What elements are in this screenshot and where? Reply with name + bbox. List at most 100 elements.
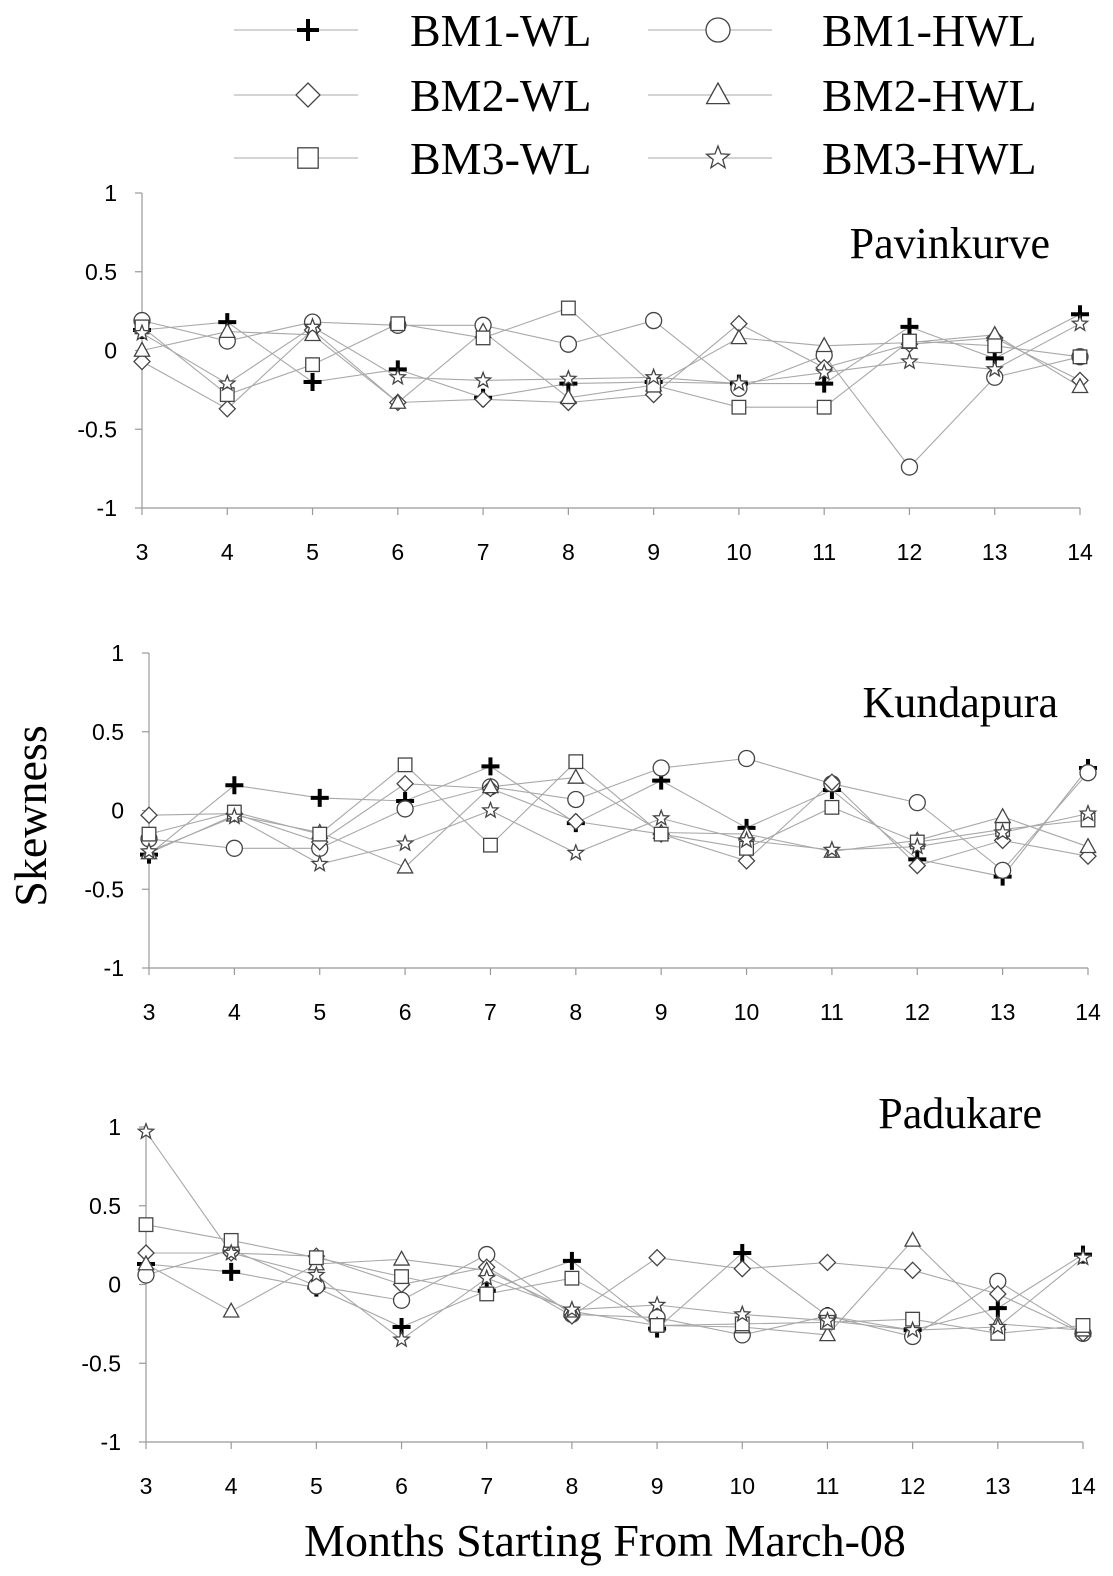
y-tick-label: -1 [101, 1429, 121, 1455]
data-point-bm1-wl [303, 373, 322, 391]
data-point-bm1-hwl [644, 311, 663, 330]
data-point-bm3-hwl [1078, 803, 1098, 822]
legend: BM1-WL BM1-HWL BM2-WL BM2-HWL BM3-WL BM3-HWL [234, 5, 1037, 184]
x-tick-label: 8 [566, 1473, 579, 1499]
y-tick-label: -0.5 [77, 416, 117, 442]
data-point-bm3-hwl [395, 833, 415, 852]
x-tick-label: 11 [816, 1473, 840, 1499]
data-point-bm3-wl [138, 1217, 154, 1233]
data-point-bm3-hwl [559, 369, 578, 387]
data-point-bm1-wl [481, 757, 500, 776]
x-tick-label: 8 [569, 999, 582, 1025]
data-point-bm2-wl [822, 773, 841, 792]
x-tick-label: 14 [1075, 999, 1101, 1025]
series-line-bm3-hwl [145, 1131, 1084, 1341]
legend-marker-plus [297, 19, 319, 41]
x-tick-label: 11 [820, 999, 844, 1025]
data-point-bm3-hwl [732, 1304, 752, 1323]
series-line-bm2-wl [148, 781, 1089, 867]
data-point-bm2-hwl [903, 1231, 922, 1247]
data-point-bm3-hwl [307, 1265, 326, 1283]
series-line-bm2-wl [146, 1252, 1084, 1334]
data-point-bm3-wl [568, 754, 584, 770]
data-point-bm1-hwl [307, 1277, 326, 1295]
series-line-bm2-hwl [148, 776, 1089, 868]
data-point-bm3-wl [305, 357, 320, 373]
data-point-bm3-wl [653, 826, 669, 842]
data-point-bm3-hwl [1073, 1247, 1093, 1266]
data-point-bm2-wl [566, 812, 585, 831]
data-point-bm3-hwl [644, 367, 663, 386]
x-tick-label: 10 [729, 1473, 755, 1499]
data-point-bm2-wl [733, 1259, 752, 1278]
data-point-bm1-wl [815, 374, 834, 393]
data-point-bm2-hwl [1079, 837, 1097, 854]
y-tick-label: 0.5 [92, 719, 124, 745]
x-tick-label: 6 [391, 539, 404, 565]
data-point-bm3-wl [564, 1270, 580, 1286]
data-point-bm2-wl [737, 851, 756, 870]
y-tick-label: 1 [111, 640, 124, 666]
x-tick-label: 10 [734, 999, 760, 1025]
panel-kundapura: Kundapura 1 0.5 0 -0.5 -1 3 4 5 6 7 8 9 10 11 12 13 14 [84, 640, 1101, 1025]
data-point-bm3-hwl [822, 840, 842, 858]
series-line-bm1-wl [141, 313, 1081, 399]
data-point-bm3-hwl [729, 373, 749, 392]
data-point-bm3-wl [141, 826, 157, 842]
data-point-bm3-hwl [903, 1320, 922, 1339]
legend-label: BM2-WL [410, 70, 591, 121]
data-point-bm3-hwl [388, 367, 408, 386]
data-point-bm1-hwl [1079, 764, 1097, 782]
data-point-bm3-wl [824, 799, 840, 815]
data-point-bm3-wl [731, 399, 747, 415]
data-point-bm3-hwl [737, 830, 756, 849]
data-point-bm1-wl [733, 1244, 752, 1262]
data-point-bm3-hwl [392, 1329, 411, 1348]
data-point-bm2-hwl [730, 328, 748, 345]
data-point-bm3-wl [902, 333, 917, 349]
x-tick-label: 14 [1070, 1473, 1096, 1499]
x-tick-label: 9 [651, 1473, 664, 1499]
panel-title: Kundapura [863, 678, 1059, 727]
x-tick-label: 12 [904, 999, 930, 1025]
data-point-bm3-wl [475, 330, 491, 346]
x-tick-label: 7 [477, 539, 490, 565]
series-line-bm3-hwl [148, 809, 1089, 865]
data-point-bm3-hwl [136, 1121, 156, 1140]
data-point-bm2-hwl [1071, 377, 1089, 394]
series-line-bm3-hwl [141, 323, 1081, 385]
data-point-bm2-hwl [133, 341, 151, 357]
data-point-bm3-wl [394, 1269, 409, 1285]
data-point-bm1-hwl [652, 759, 670, 777]
data-point-bm3-hwl [562, 1299, 582, 1318]
x-tick-label: 12 [897, 539, 923, 565]
data-point-bm2-hwl [567, 768, 585, 784]
panel-title: Pavinkurve [850, 219, 1050, 268]
legend-item: BM3-WL [234, 133, 591, 184]
legend-item: BM3-HWL [648, 133, 1037, 184]
legend-item: BM2-WL [234, 70, 591, 121]
data-point-bm3-hwl [907, 836, 927, 855]
x-tick-label: 9 [647, 539, 660, 565]
data-point-bm3-hwl [818, 1310, 837, 1329]
data-point-bm2-hwl [396, 857, 414, 874]
data-point-bm3-wl [308, 1250, 324, 1266]
x-tick-label: 6 [399, 999, 412, 1025]
series-line-bm3-wl [145, 1224, 1084, 1334]
data-point-bm3-hwl [566, 843, 586, 861]
y-tick-label: 0 [111, 798, 124, 824]
data-point-bm2-hwl [392, 1249, 411, 1266]
data-point-bm1-wl [222, 1262, 241, 1281]
data-point-bm3-hwl [814, 362, 834, 381]
data-point-bm3-hwl [651, 808, 671, 827]
legend-marker-square [297, 147, 319, 169]
data-point-bm1-wl [310, 788, 329, 807]
data-point-bm3-hwl [993, 822, 1012, 841]
x-tick-label: 7 [484, 999, 497, 1025]
data-point-bm3-hwl [132, 323, 152, 342]
data-point-bm1-hwl [900, 458, 919, 476]
x-tick-label: 13 [982, 539, 1008, 565]
legend-marker-triangle [705, 81, 731, 105]
data-point-bm2-hwl [818, 1325, 837, 1342]
